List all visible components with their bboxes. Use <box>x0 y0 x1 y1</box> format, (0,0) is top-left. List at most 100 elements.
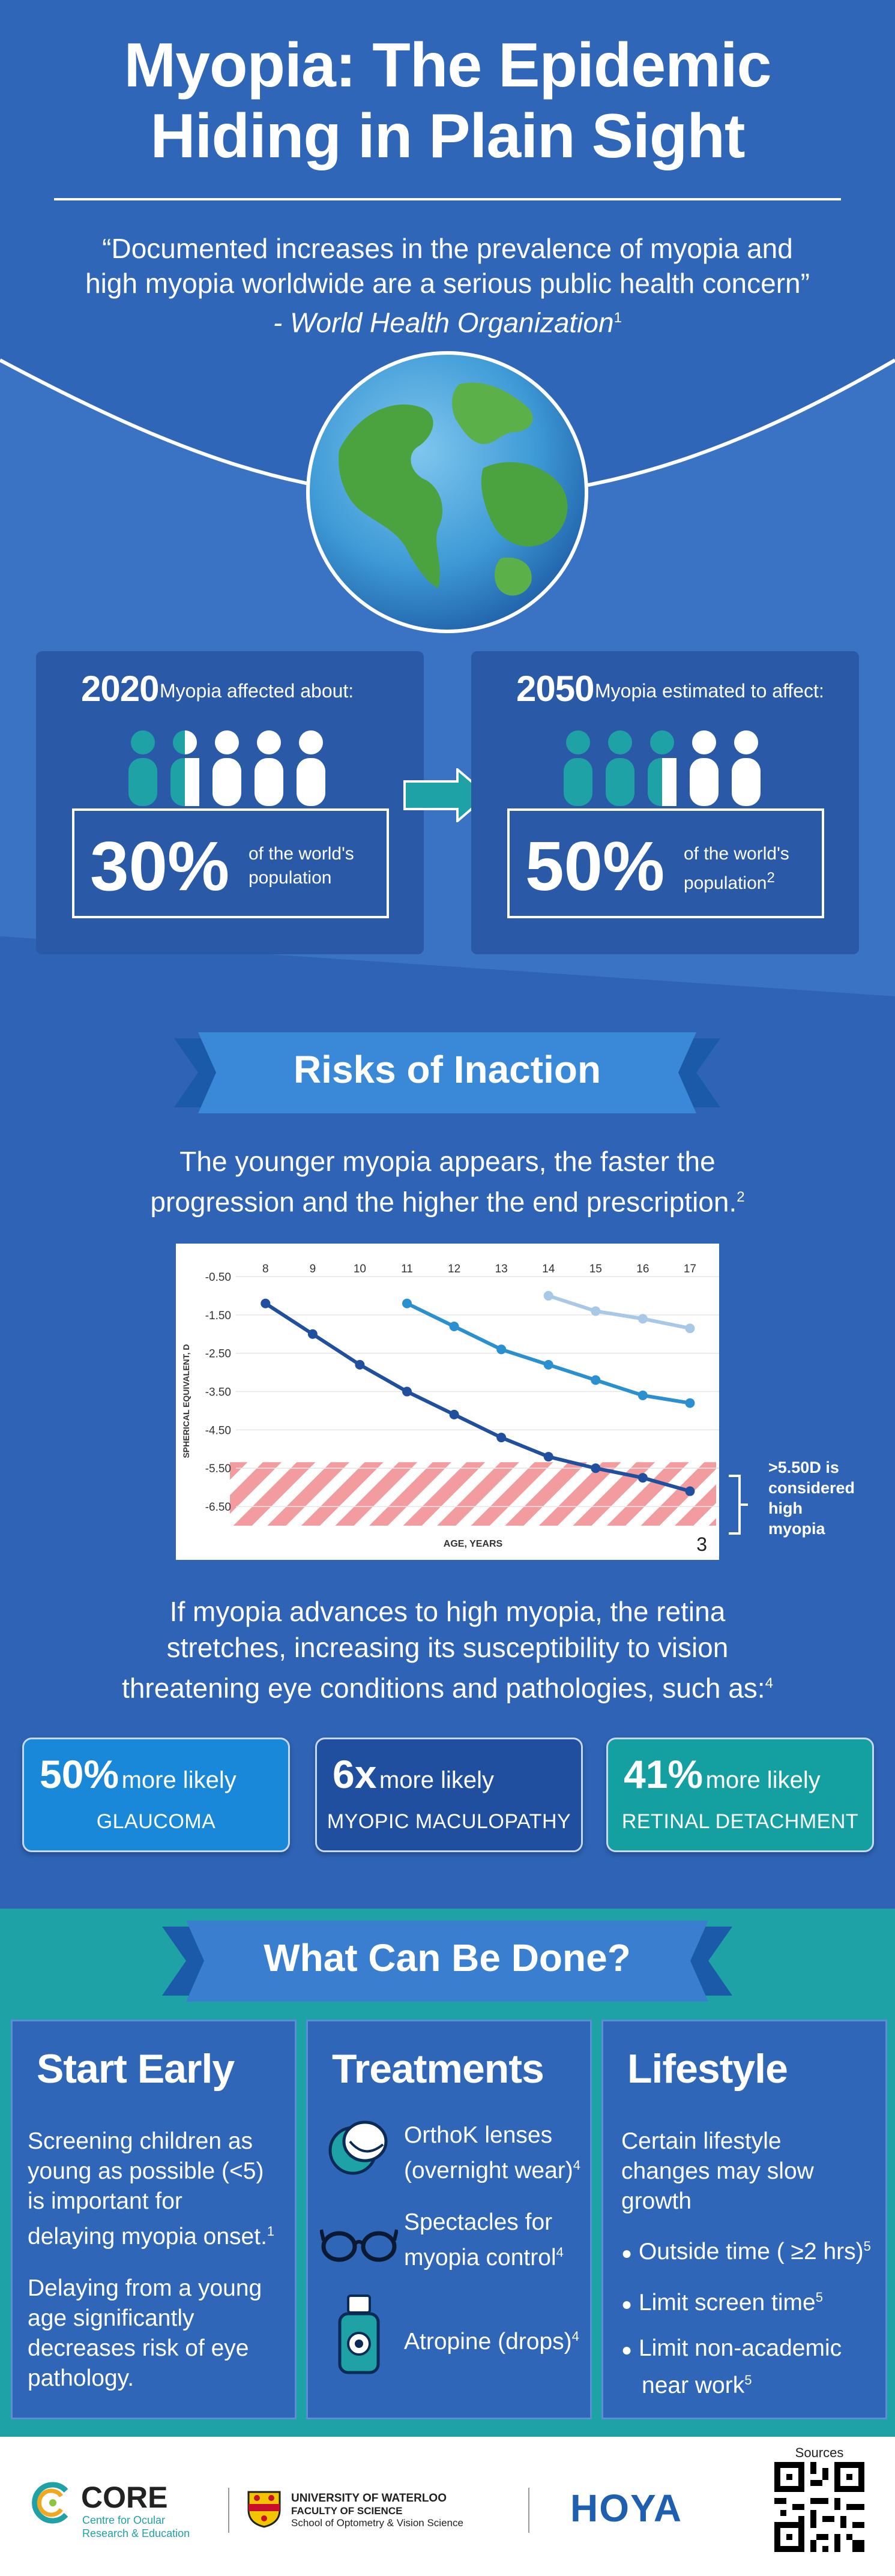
sources-qr-code-icon[interactable] <box>774 2462 864 2552</box>
risk-value: 6x <box>333 1752 377 1796</box>
start-early-paragraph-2: Delaying from a young age significantly … <box>28 2274 292 2394</box>
risk-unit: more likely <box>705 1767 821 1793</box>
stat-label: Myopia estimated to affect: <box>595 680 824 702</box>
high-myopia-bracket <box>729 1475 748 1535</box>
risks-after-line-1: If myopia advances to high myopia, the r… <box>169 1596 726 1627</box>
p1-line-1: Screening children as <box>28 2128 253 2154</box>
actions-banner-title: What Can Be Done? <box>264 1936 631 1979</box>
data-point <box>307 1329 318 1339</box>
x-tick-label: 12 <box>448 1263 460 1275</box>
x-tick-label: 15 <box>589 1263 602 1275</box>
chart-source-ref: 3 <box>696 1533 707 1555</box>
data-point <box>637 1473 648 1483</box>
x-tick-label: 10 <box>354 1263 366 1275</box>
series-line <box>264 1302 691 1493</box>
stat-desc-line-2: population <box>249 868 332 888</box>
column-title: Treatments <box>332 2046 544 2092</box>
risks-intro-line-2: progression and the higher the end presc… <box>150 1186 745 1218</box>
y-tick-label: -1.50 <box>205 1310 231 1322</box>
y-tick-label: -2.50 <box>205 1348 231 1361</box>
risk-headline: 50% more likely <box>40 1751 237 1797</box>
stat-year: 2050 <box>516 669 594 709</box>
progression-chart: -0.50 -1.50 -2.50 -3.50 -4.50 -5.50 -6.50 8 9 10 1… <box>176 1244 722 1560</box>
risk-unit: more likely <box>379 1767 495 1793</box>
treatment-line-1: Atropine (drops)4 <box>404 2329 579 2355</box>
treatments-column: Treatments OrthoK lenses (overnight wear… <box>306 2020 592 2419</box>
footer: CORE Centre for Ocular Research & Educat… <box>0 2437 895 2576</box>
data-point <box>261 1298 271 1308</box>
core-logo-icon <box>32 2482 68 2524</box>
p2-line-1: Delaying from a young <box>28 2275 262 2301</box>
x-tick-label: 17 <box>684 1263 696 1275</box>
title-line-1: Myopia: The Epidemic <box>124 31 772 100</box>
stat-label: Myopia affected about: <box>160 680 354 702</box>
lifestyle-bullet-nearwork: ● Limit non-academic near work5 <box>621 2334 842 2401</box>
quote-line-1: “Documented increases in the prevalence … <box>102 233 793 264</box>
stat-box: 50% of the world's population2 <box>507 808 824 918</box>
x-tick-label: 16 <box>636 1263 649 1275</box>
uw-line-1: UNIVERSITY OF WATERLOO <box>291 2492 447 2505</box>
y-tick-label: -4.50 <box>205 1424 231 1437</box>
risk-label: RETINAL DETACHMENT <box>621 1810 859 1833</box>
page-title: Myopia: The Epidemic Hiding in Plain Sig… <box>0 30 895 172</box>
data-point <box>685 1398 695 1408</box>
y-tick-label: -6.50 <box>205 1501 231 1514</box>
core-sub-line-2: Research & Education <box>82 2527 190 2539</box>
stat-desc-line-1: of the world's <box>684 844 789 864</box>
waterloo-text: UNIVERSITY OF WATERLOO FACULTY OF SCIENC… <box>291 2492 463 2529</box>
risks-banner-shape <box>174 1032 720 1113</box>
data-point <box>496 1344 507 1355</box>
p2-line-3: decreases risk of eye <box>28 2335 249 2361</box>
data-point <box>543 1290 553 1301</box>
p2-line-4: pathology. <box>28 2365 134 2391</box>
treatment-spectacles: Spectacles for myopia control4 <box>404 2207 564 2273</box>
glasses-icon <box>320 2229 398 2262</box>
risk-value: 41% <box>624 1752 704 1796</box>
lifestyle-column: Lifestyle Certain lifestyle changes may … <box>601 2020 887 2419</box>
risk-card-maculopathy: 6x more likely MYOPIC MACULOPATHY <box>315 1738 583 1852</box>
data-point <box>449 1322 459 1331</box>
hoya-logo: HOYA <box>570 2487 683 2530</box>
column-title: Lifestyle <box>627 2046 788 2092</box>
stat-desc-line-1: of the world's <box>249 844 354 864</box>
stat-card-2020: 2020 Myopia affected about: 30% of the w… <box>36 651 424 954</box>
p2-line-2: age significantly <box>28 2305 194 2331</box>
people-icon-group <box>126 729 336 810</box>
treatment-line-2: myopia control4 <box>404 2245 564 2271</box>
high-myopia-zone <box>230 1462 716 1526</box>
p1-line-3: is important for <box>28 2188 182 2214</box>
treatment-line-1: OrthoK lenses <box>404 2122 553 2148</box>
lifestyle-bullet-outside: ● Outside time ( ≥2 hrs)5 <box>621 2239 871 2265</box>
data-point <box>402 1298 412 1308</box>
people-icons <box>564 730 761 806</box>
actions-banner-shape <box>162 1921 732 2002</box>
risks-after-text: If myopia advances to high myopia, the r… <box>0 1593 895 1706</box>
lifestyle-intro: Certain lifestyle changes may slow growt… <box>621 2126 814 2216</box>
lifestyle-bullet-screen: ● Limit screen time5 <box>621 2290 823 2316</box>
sources-label: Sources <box>795 2445 844 2460</box>
x-axis-label: AGE, YEARS <box>444 1539 503 1549</box>
uw-line-3: School of Optometry & Vision Science <box>291 2517 463 2529</box>
annotation-line-4: myopia <box>768 1520 825 1538</box>
x-tick-label: 13 <box>495 1263 508 1275</box>
bullet-line-2: near work5 <box>642 2373 752 2398</box>
contact-lens-icon <box>328 2120 388 2175</box>
quote-line-2: high myopia worldwide are a serious publ… <box>85 268 810 299</box>
risk-headline: 41% more likely <box>624 1751 821 1797</box>
data-point <box>543 1359 553 1370</box>
annotation-line-2: considered <box>768 1479 855 1497</box>
p1-line-4: delaying myopia onset.1 <box>28 2224 275 2249</box>
treatment-orthok: OrthoK lenses (overnight wear)4 <box>404 2120 580 2186</box>
stat-desc-line-2: population2 <box>684 870 775 893</box>
high-myopia-annotation: >5.50D is considered high myopia <box>768 1457 855 1539</box>
risks-after-line-3: threatening eye conditions and pathologi… <box>122 1672 773 1704</box>
quote-source: - World Health Organization1 <box>273 307 622 339</box>
data-point <box>685 1486 695 1496</box>
stat-description: of the world's population <box>249 842 354 890</box>
risks-intro-line-1: The younger myopia appears, the faster t… <box>179 1146 716 1177</box>
data-point <box>637 1390 648 1400</box>
data-point <box>637 1314 648 1324</box>
risk-headline: 6x more likely <box>333 1751 494 1797</box>
people-icons <box>128 730 325 806</box>
